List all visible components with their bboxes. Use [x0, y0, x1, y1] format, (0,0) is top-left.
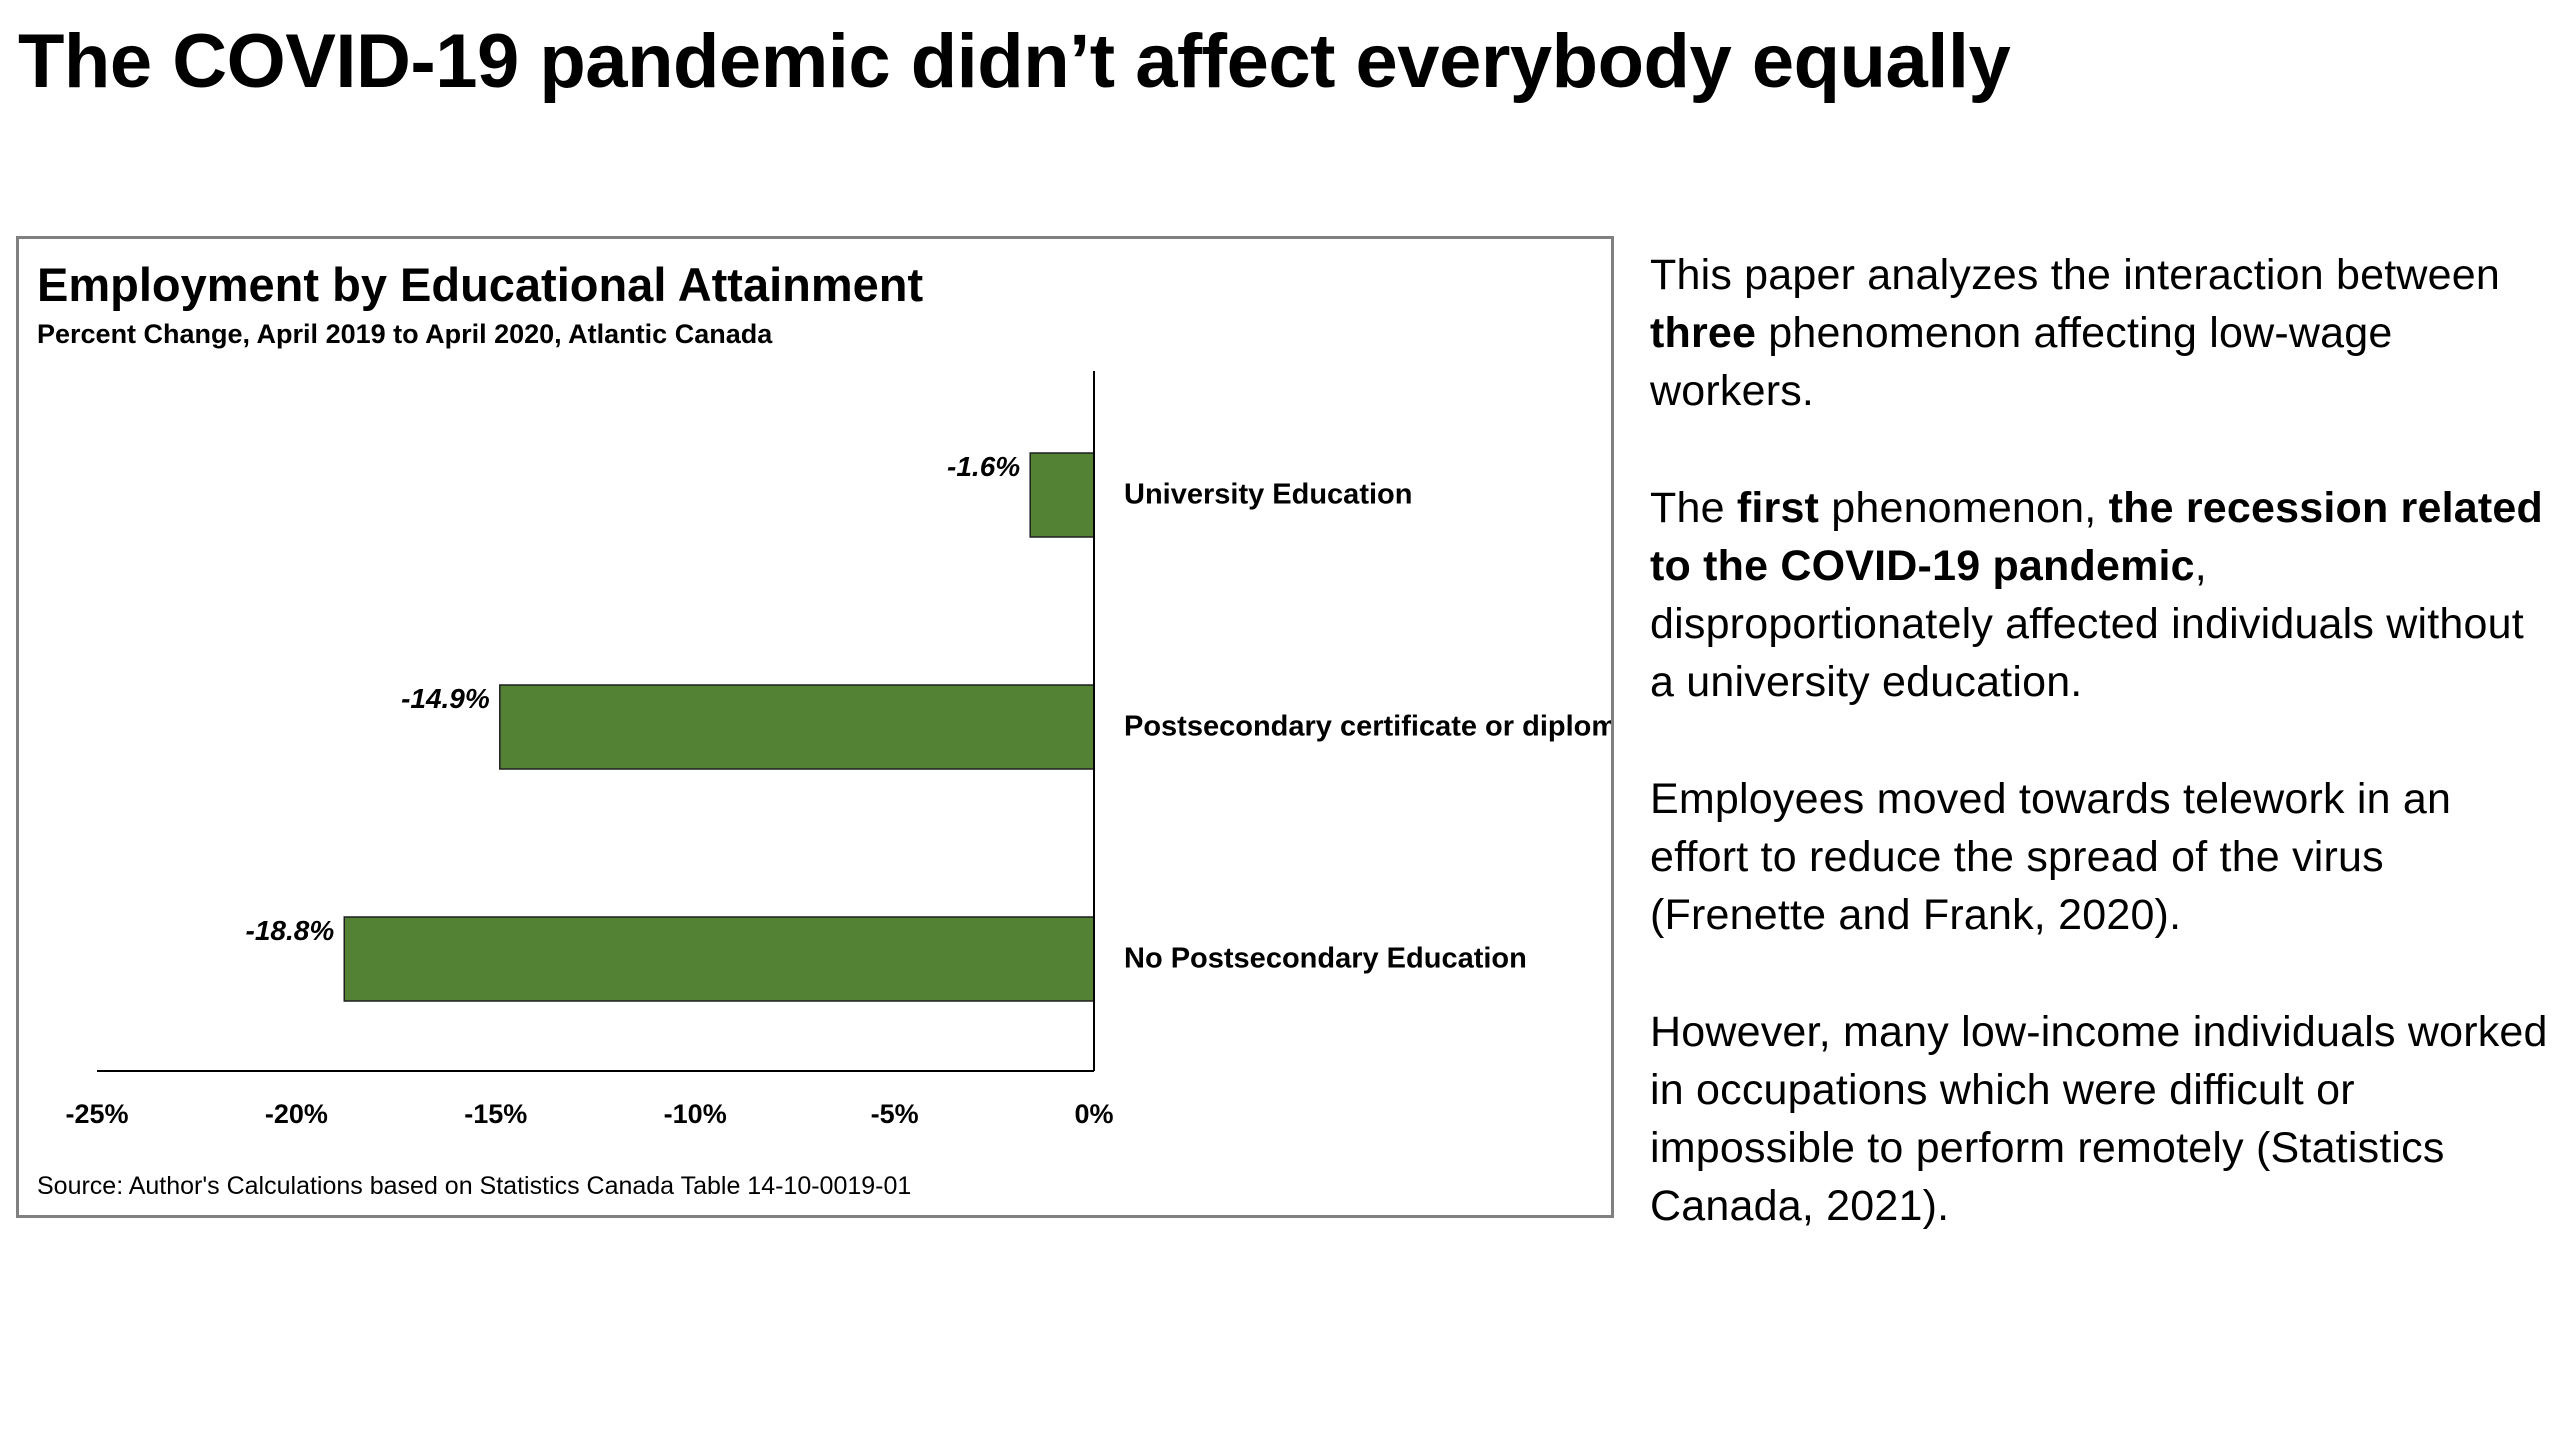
x-tick-label-1: -20% [265, 1099, 328, 1129]
body-text: This paper analyzes the interaction betw… [1650, 246, 2550, 1294]
chart-panel: Employment by Educational Attainment Per… [16, 236, 1614, 1218]
x-tick-label-3: -10% [664, 1099, 727, 1129]
text-run: The [1650, 484, 1737, 532]
paragraph-intro: This paper analyzes the interaction betw… [1650, 246, 2550, 420]
category-label-0: University Education [1124, 479, 1412, 511]
chart-title: Employment by Educational Attainment [37, 258, 923, 311]
category-label-1: Postsecondary certificate or diploma [1124, 711, 1611, 743]
data-label-0: -1.6% [947, 451, 1020, 482]
chart-source: Source: Author's Calculations based on S… [37, 1172, 911, 1200]
bar-1 [499, 684, 1095, 770]
category-label-2: No Postsecondary Education [1124, 943, 1527, 975]
x-tick-label-2: -15% [464, 1099, 527, 1129]
text-run: This paper analyzes the interaction betw… [1650, 251, 2500, 299]
chart-subtitle: Percent Change, April 2019 to April 2020… [37, 319, 773, 349]
data-label-1: -14.9% [401, 683, 490, 714]
plot-area: -1.6% University Education -14.9% Postsecon… [65, 371, 1611, 1129]
bar-chart: Employment by Educational Attainment Per… [37, 258, 1611, 1200]
x-tick-label-4: -5% [871, 1099, 919, 1129]
x-tick-label-0: -25% [65, 1099, 128, 1129]
paragraph-telework: Employees moved towards telework in an e… [1650, 775, 2452, 939]
bar-2 [343, 916, 1095, 1002]
text-run-bold: the recession related to the COVID-19 pa… [1650, 484, 2543, 590]
slide-title: The COVID-19 pandemic didn’t affect ever… [18, 19, 2011, 104]
text-run-bold: three [1650, 309, 1757, 357]
paragraph-first-phenomenon: The first phenomenon, the recession rela… [1650, 479, 2550, 711]
bar-0 [1029, 452, 1095, 538]
text-run: phenomenon, [1819, 484, 2109, 532]
x-tick-label-5: 0% [1074, 1099, 1113, 1129]
text-run: phenomenon affecting low-wage workers. [1650, 309, 2393, 415]
text-run-bold: first [1736, 484, 1820, 532]
paragraph-low-income: However, many low-income individuals wor… [1650, 1008, 2548, 1230]
text-run: , disproportionately affected individual… [1650, 542, 2524, 706]
data-label-2: -18.8% [246, 915, 335, 946]
